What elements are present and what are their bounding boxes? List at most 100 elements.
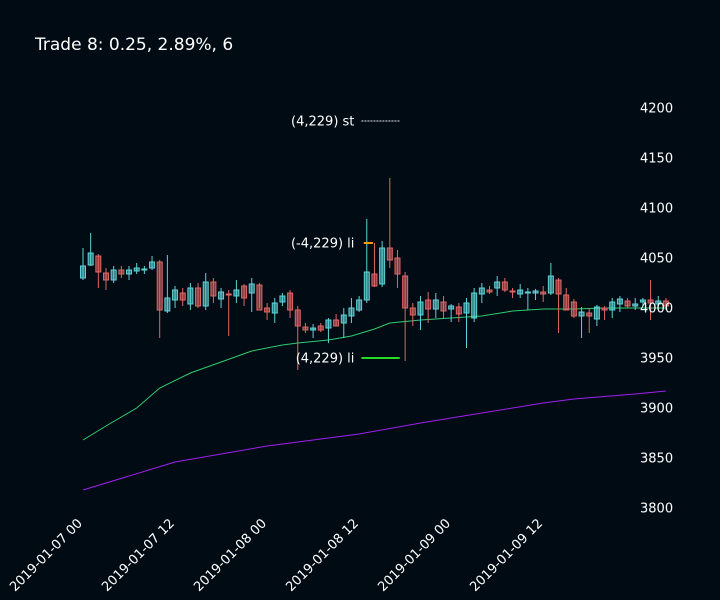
candle-body (432, 299, 439, 310)
x-axis: 2019-01-07 00 2019-01-07 12 2019-01-08 00 2… (7, 516, 546, 595)
y-tick-label: 4150 (640, 152, 673, 167)
candle-body (241, 285, 248, 299)
candle-body (164, 297, 171, 312)
candle-body (264, 307, 271, 313)
candle-body (478, 287, 485, 295)
candle (248, 278, 255, 312)
candle-body (179, 292, 186, 301)
candle-body (333, 319, 340, 327)
candle (501, 278, 508, 292)
candle-body (655, 300, 662, 305)
candle (593, 305, 600, 326)
candle-body (310, 327, 317, 331)
candle (118, 266, 125, 278)
candle (103, 268, 110, 290)
candle-body (440, 301, 447, 312)
x-tick-label: 2019-01-08 12 (283, 516, 362, 595)
candle (563, 288, 570, 311)
candle-body (425, 299, 432, 310)
candle (494, 276, 501, 296)
candle-body (95, 255, 102, 273)
y-tick-label: 4000 (640, 302, 673, 317)
x-tick-label: 2019-01-07 12 (99, 516, 178, 595)
candle-body (394, 257, 401, 275)
candle (348, 298, 355, 323)
candle-body (156, 261, 163, 311)
candle (425, 292, 432, 323)
candle (394, 250, 401, 288)
candle (241, 284, 248, 306)
candle (187, 283, 194, 310)
candle (363, 219, 370, 303)
candle-body (409, 307, 416, 316)
candle-body (317, 325, 324, 331)
candle-body (340, 314, 347, 324)
candle (417, 296, 424, 330)
x-tick-label: 2019-01-09 00 (375, 516, 454, 595)
order-annotation-label: (-4,229) li (291, 237, 354, 252)
y-tick-label: 3850 (640, 452, 673, 467)
candle-body (455, 306, 462, 315)
candle (179, 288, 186, 306)
candle (80, 248, 86, 280)
y-tick-label: 3950 (640, 352, 673, 367)
candle (172, 286, 179, 308)
candle-body (110, 269, 117, 281)
candle (655, 296, 662, 306)
candle (95, 254, 102, 288)
candle-body (402, 275, 409, 309)
candle-body (486, 289, 493, 293)
candle (310, 324, 317, 338)
x-tick-label: 2019-01-07 00 (7, 516, 86, 595)
candle (517, 284, 524, 298)
candle (540, 286, 547, 302)
candle-body (463, 302, 470, 314)
candle-body (210, 281, 217, 297)
candle (448, 304, 455, 322)
candle-body (325, 319, 332, 329)
candle-body (570, 301, 577, 317)
candle (110, 266, 117, 283)
candle (455, 303, 462, 322)
candle (317, 323, 324, 332)
candle-body (386, 247, 393, 261)
order-annotation: (4,229) st (291, 115, 400, 130)
candle (149, 256, 156, 270)
candle (264, 303, 271, 320)
candle (164, 255, 171, 313)
candle-body (517, 289, 524, 295)
candle (402, 272, 409, 361)
candle-body (202, 281, 209, 307)
candle (225, 290, 232, 336)
candle-body (302, 326, 309, 331)
candle-body (271, 302, 278, 314)
candle (570, 299, 577, 318)
candle-body (540, 291, 547, 295)
candle-body (187, 287, 194, 305)
candle-body (578, 311, 585, 317)
candle (639, 298, 646, 306)
candle (133, 263, 140, 274)
candle (547, 263, 554, 295)
order-annotation: (-4,229) li (291, 237, 373, 252)
candle-body (294, 309, 301, 327)
candle (210, 278, 217, 303)
candle-body (601, 307, 608, 311)
candle (555, 278, 562, 333)
candle (432, 293, 439, 318)
candle-body (225, 293, 232, 296)
y-tick-label: 4200 (640, 102, 673, 117)
candle (202, 273, 209, 310)
candle (379, 241, 386, 287)
candle-body (363, 271, 370, 301)
candle-body (563, 294, 570, 311)
order-annotation: (4,229) li (296, 352, 400, 367)
candle-body (287, 292, 294, 311)
y-tick-label: 3800 (640, 502, 673, 517)
candle-body (279, 295, 286, 303)
candle-body (524, 291, 531, 294)
candle-body (371, 273, 378, 287)
candle-body (195, 287, 202, 307)
candle (524, 288, 531, 310)
